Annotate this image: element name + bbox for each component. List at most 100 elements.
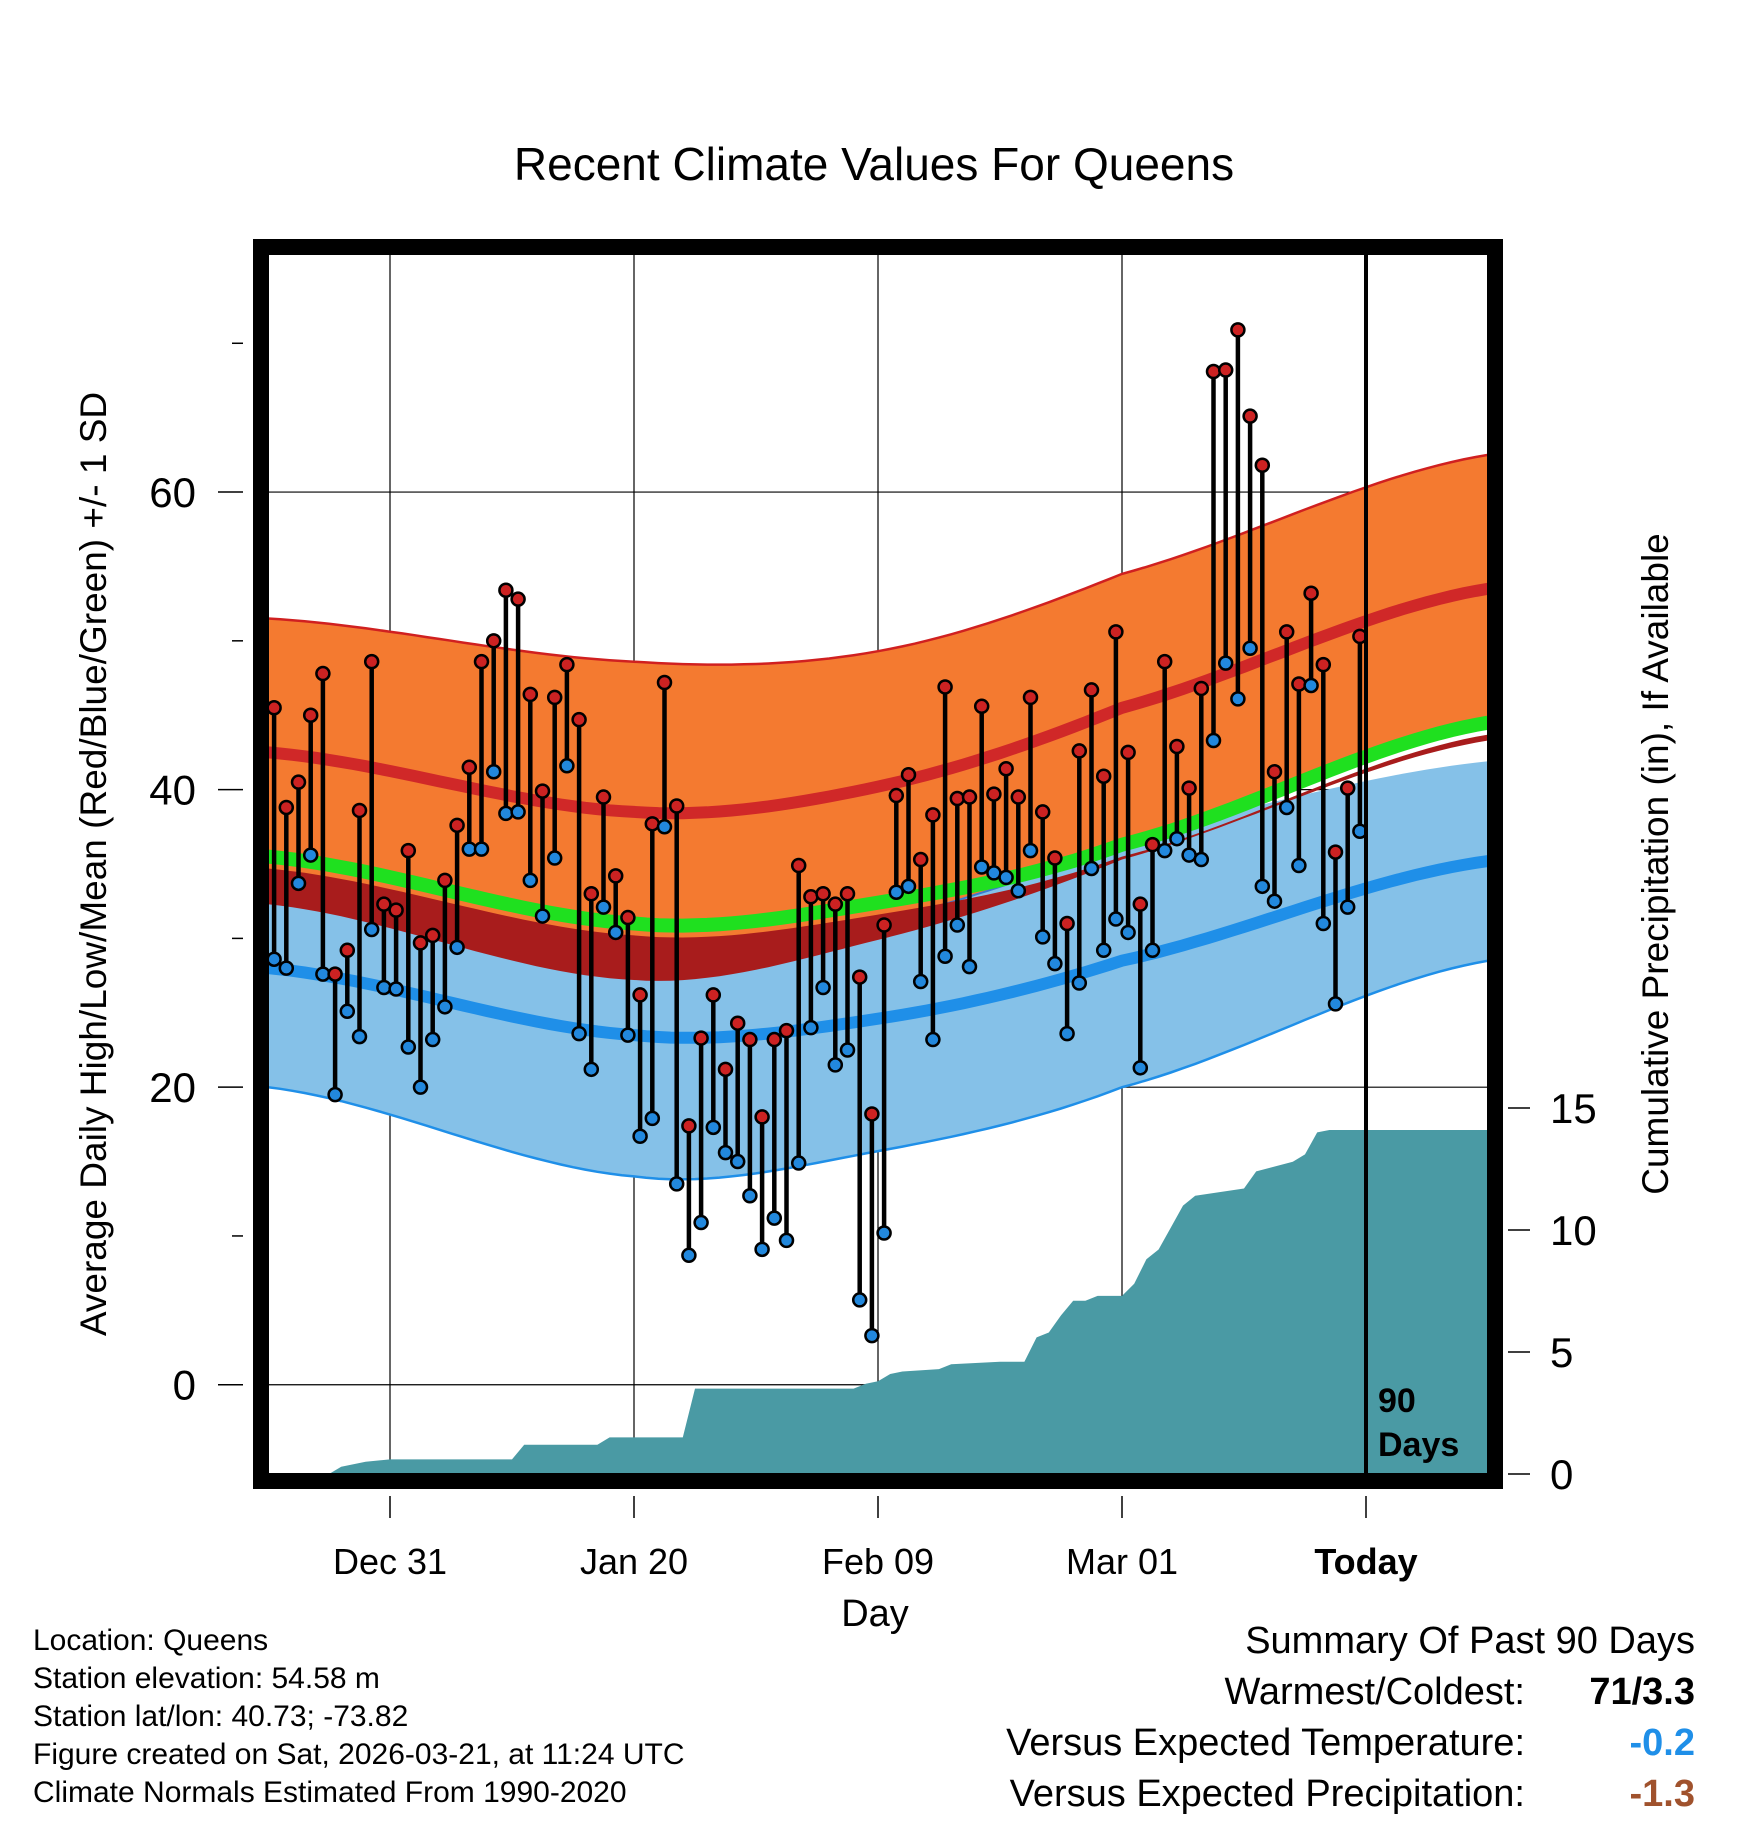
- low-point-36: [705, 1119, 722, 1136]
- x-axis-label: Day: [841, 1593, 909, 1635]
- high-point-33: [668, 798, 685, 814]
- low-point-28: [607, 924, 624, 941]
- x-tick-label-0: Dec 31: [333, 1541, 447, 1582]
- chart-title: Recent Climate Values For Queens: [514, 138, 1234, 190]
- temp-anomaly-value: -0.2: [1629, 1722, 1695, 1764]
- high-point-24: [559, 656, 575, 673]
- high-point-48: [851, 969, 868, 985]
- high-point-2: [290, 774, 307, 790]
- low-point-84: [1291, 857, 1307, 874]
- y2-axis: 0 5 10 15: [1508, 1085, 1597, 1498]
- summary-precip-row: Versus Expected Precipitation: -1.3: [795, 1769, 1695, 1820]
- low-point-29: [620, 1027, 636, 1043]
- high-point-59: [986, 786, 1002, 802]
- low-point-78: [1217, 655, 1234, 671]
- low-point-23: [546, 850, 563, 866]
- low-point-18: [485, 764, 502, 780]
- low-point-64: [1047, 955, 1063, 972]
- high-point-29: [620, 909, 636, 926]
- precip-fill: [268, 1130, 1488, 1474]
- high-point-68: [1095, 768, 1112, 784]
- low-point-31: [644, 1110, 661, 1127]
- high-point-50: [876, 917, 892, 933]
- low-point-3: [302, 847, 319, 863]
- high-point-47: [839, 886, 856, 902]
- high-point-76: [1193, 680, 1210, 697]
- low-point-44: [803, 1019, 819, 1036]
- high-point-43: [790, 857, 807, 874]
- high-point-21: [522, 686, 539, 703]
- high-point-4: [315, 665, 331, 682]
- high-point-84: [1291, 676, 1307, 692]
- high-point-31: [644, 816, 661, 832]
- high-point-86: [1315, 656, 1332, 673]
- high-sd-band: [268, 454, 1488, 964]
- high-point-10: [388, 902, 404, 918]
- high-point-0: [268, 700, 282, 716]
- low-point-13: [424, 1031, 441, 1048]
- low-point-40: [754, 1241, 770, 1258]
- y-tick-label-0: 0: [173, 1362, 196, 1409]
- low-point-62: [1022, 842, 1039, 859]
- low-point-32: [656, 819, 673, 835]
- high-point-41: [766, 1031, 783, 1048]
- y2-tick-label-3: 15: [1550, 1085, 1597, 1132]
- precip-anomaly-value: -1.3: [1629, 1773, 1695, 1815]
- high-point-19: [498, 582, 514, 598]
- low-point-25: [571, 1025, 587, 1042]
- observations: [268, 322, 1368, 1344]
- high-point-16: [461, 759, 478, 776]
- low-point-86: [1315, 915, 1332, 932]
- plot-area: [268, 254, 1488, 1474]
- precipitation-area: [268, 1130, 1488, 1474]
- high-point-18: [485, 633, 502, 649]
- high-point-78: [1217, 362, 1234, 378]
- x-tick-label-4: Today: [1314, 1541, 1417, 1582]
- low-point-14: [437, 999, 453, 1015]
- low-point-66: [1071, 975, 1088, 991]
- high-point-13: [424, 927, 441, 944]
- high-point-36: [705, 987, 722, 1003]
- low-point-63: [1034, 929, 1051, 945]
- y2-tick-label-2: 10: [1550, 1207, 1597, 1254]
- low-point-88: [1339, 899, 1356, 915]
- high-point-1: [278, 799, 295, 816]
- low-point-10: [388, 981, 404, 997]
- low-point-83: [1278, 799, 1295, 816]
- precip-anomaly-label: Versus Expected Precipitation:: [1009, 1773, 1525, 1815]
- high-point-71: [1132, 896, 1149, 912]
- high-point-45: [815, 886, 831, 902]
- low-point-35: [693, 1214, 709, 1231]
- high-point-23: [546, 689, 563, 706]
- high-upper-edge: [268, 453, 1488, 666]
- low-point-72: [1144, 942, 1161, 959]
- low-point-2: [290, 875, 307, 892]
- station-info: Location: Queens Station elevation: 54.5…: [33, 1622, 685, 1812]
- y2-tick-label-1: 5: [1550, 1329, 1573, 1376]
- high-point-62: [1022, 689, 1039, 706]
- low-point-60: [998, 869, 1014, 886]
- high-point-44: [803, 888, 819, 905]
- high-point-52: [900, 766, 917, 783]
- x-tick-label-2: Feb 09: [822, 1541, 934, 1582]
- low-point-7: [351, 1028, 368, 1045]
- low-point-73: [1156, 842, 1173, 859]
- high-point-51: [888, 787, 905, 804]
- high-point-67: [1083, 682, 1100, 698]
- high-point-73: [1156, 653, 1173, 670]
- low-point-15: [449, 939, 465, 956]
- summary-title: Summary Of Past 90 Days: [1245, 1620, 1695, 1662]
- low-point-1: [278, 960, 295, 976]
- high-point-70: [1120, 744, 1136, 761]
- low-point-71: [1132, 1060, 1149, 1076]
- low-point-17: [473, 841, 490, 857]
- low-point-26: [583, 1061, 600, 1078]
- high-point-65: [1059, 915, 1075, 932]
- low-point-52: [900, 878, 917, 895]
- high-point-60: [998, 761, 1014, 777]
- low-point-55: [937, 948, 953, 964]
- high-point-63: [1034, 804, 1051, 820]
- high-point-77: [1205, 363, 1222, 380]
- x-axis: Dec 31 Jan 20 Feb 09 Mar 01 Today: [333, 1496, 1418, 1582]
